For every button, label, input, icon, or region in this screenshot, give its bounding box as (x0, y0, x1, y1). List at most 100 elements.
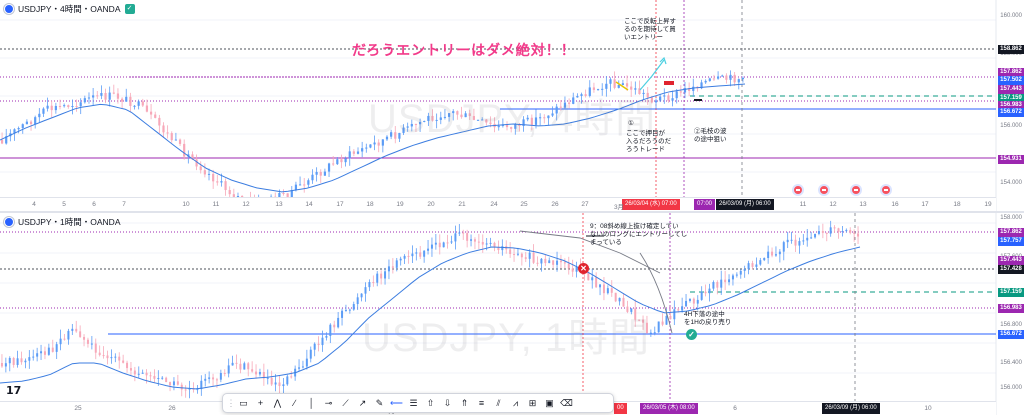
candle-body (442, 242, 445, 248)
economic-event-icon[interactable] (880, 184, 892, 196)
candle-body (83, 336, 86, 340)
crosshair-tool-icon[interactable]: + (257, 398, 264, 408)
candle-body (544, 258, 547, 264)
time-tick: 17 (921, 201, 929, 208)
candle-body (270, 377, 273, 385)
candle-body (133, 370, 136, 375)
candle-body (634, 308, 637, 320)
candle-body (54, 105, 57, 111)
chart-pane-1h[interactable]: USDJPY・1時間・OANDA USDJPY, 1時間 9：08斜め線上抜け確… (0, 213, 1024, 415)
time-highlight-prev: 00 (614, 403, 627, 414)
candle-body (46, 105, 49, 109)
candle-body (325, 335, 328, 338)
candle-body (771, 251, 774, 256)
entry-mark-icon (664, 81, 674, 85)
time-tick: 26 (551, 201, 559, 208)
info-line-tool-icon[interactable]: ⟋ (342, 397, 349, 408)
image-tool-icon[interactable]: ▣ (545, 397, 554, 408)
candle-body (692, 86, 695, 91)
rectangle-tool-icon[interactable]: ▭ (239, 397, 248, 408)
candle-body (129, 368, 132, 371)
candle-body (398, 132, 401, 139)
candle-body (489, 122, 492, 124)
candle-body (411, 253, 414, 257)
candle-body (555, 106, 558, 114)
candle-body (551, 113, 554, 116)
candle-body (122, 360, 125, 363)
price-label: 157.443 (998, 256, 1024, 265)
eraser-tool-icon[interactable]: ⌫ (560, 397, 573, 408)
candle-body (373, 142, 376, 145)
regression-tool-icon[interactable]: ⩘ (512, 397, 519, 408)
candle-body (431, 115, 434, 121)
candles-4h[interactable] (0, 0, 1024, 211)
time-axis-4h[interactable]: 26/03/04 (水) 07:00 07:00 26/03/09 (月) 06… (0, 197, 996, 211)
candle-body (833, 227, 836, 229)
arrow-tool-icon[interactable]: ↗ (358, 397, 367, 408)
candle-body (165, 377, 168, 383)
candle-body (466, 233, 469, 241)
path-tool-icon[interactable]: ⋀ (273, 397, 282, 408)
candle-body (98, 352, 101, 356)
candles-1h[interactable] (0, 213, 1024, 415)
candle-body (368, 282, 371, 288)
candle-body (278, 382, 281, 387)
candle-body (599, 284, 602, 288)
candle-body (369, 144, 372, 148)
economic-event-icon[interactable] (792, 184, 804, 196)
price-label: 156.983 (998, 101, 1024, 110)
horizontal-line-tool-icon[interactable]: ⟵ (390, 397, 403, 408)
projection-arrow[interactable] (639, 59, 665, 91)
candle-body (438, 242, 441, 248)
pane-separator[interactable] (0, 211, 1024, 213)
watermark-1h: USDJPY, 1時間 (362, 316, 651, 360)
forecast-tool-icon[interactable]: ⊞ (528, 397, 537, 408)
candle-body (63, 105, 66, 107)
candle-body (36, 353, 39, 357)
candle-body (333, 324, 336, 328)
candle-body (595, 277, 598, 288)
moving-average-line[interactable] (0, 246, 861, 390)
drag-handle-icon[interactable]: ⋮ (226, 397, 236, 408)
tradingview-logo[interactable]: 17 (6, 384, 22, 397)
candle-body (661, 321, 664, 325)
candle-body (675, 91, 678, 99)
trend-line-tool-icon[interactable]: ∕ (293, 398, 296, 408)
fib-tool-icon[interactable]: ☰ (409, 397, 418, 408)
candle-body (141, 372, 144, 374)
lines-tool-icon[interactable]: ≡ (478, 398, 485, 408)
vertical-line-tool-icon[interactable]: │ (308, 398, 315, 408)
drawing-toolbar[interactable]: ⋮ ▭ + ⋀ ∕ │ ⊸ ⟋ ↗ ✎ ⟵ ☰ ⇧ ⇩ ⇑ ≡ ⫽ ⩘ ⊞ ▣ … (222, 393, 614, 413)
symbol-header-1h[interactable]: USDJPY・1時間・OANDA (4, 216, 121, 228)
parallel-channel-tool-icon[interactable]: ⫽ (496, 397, 501, 408)
candle-body (505, 124, 509, 128)
candle-body (286, 376, 289, 385)
candle-body (262, 371, 265, 379)
economic-event-icon[interactable] (818, 184, 830, 196)
arrow-mark-tool-icon[interactable]: ⇑ (460, 397, 469, 408)
horizontal-ray-tool-icon[interactable]: ⊸ (324, 397, 333, 408)
candle-body (657, 321, 660, 333)
candle-body (671, 98, 674, 101)
candle-body (71, 328, 74, 331)
chart-pane-4h[interactable]: USDJPY・4時間・OANDA ✓ USDJPY, 4時間 だろうエントリーは… (0, 0, 1024, 211)
candle-body (344, 309, 347, 311)
moving-average-line[interactable] (0, 83, 746, 193)
trend-line[interactable] (519, 230, 661, 274)
candle-body (149, 375, 152, 377)
economic-event-icon[interactable] (850, 184, 862, 196)
brush-tool-icon[interactable]: ✎ (375, 397, 384, 408)
candle-body (696, 299, 699, 304)
candle-body (361, 148, 364, 152)
short-position-tool-icon[interactable]: ⇩ (443, 397, 452, 408)
candle-body (341, 310, 344, 318)
wrong-entry-icon: ✕ (578, 263, 589, 274)
candle-body (344, 158, 347, 163)
highlight-stroke (615, 81, 629, 91)
sketch-line[interactable] (639, 252, 673, 334)
candle-body (571, 268, 574, 272)
time-tick: 21 (458, 201, 466, 208)
symbol-header-4h[interactable]: USDJPY・4時間・OANDA ✓ (4, 3, 135, 15)
price-label: 158.862 (998, 45, 1024, 54)
long-position-tool-icon[interactable]: ⇧ (426, 397, 435, 408)
